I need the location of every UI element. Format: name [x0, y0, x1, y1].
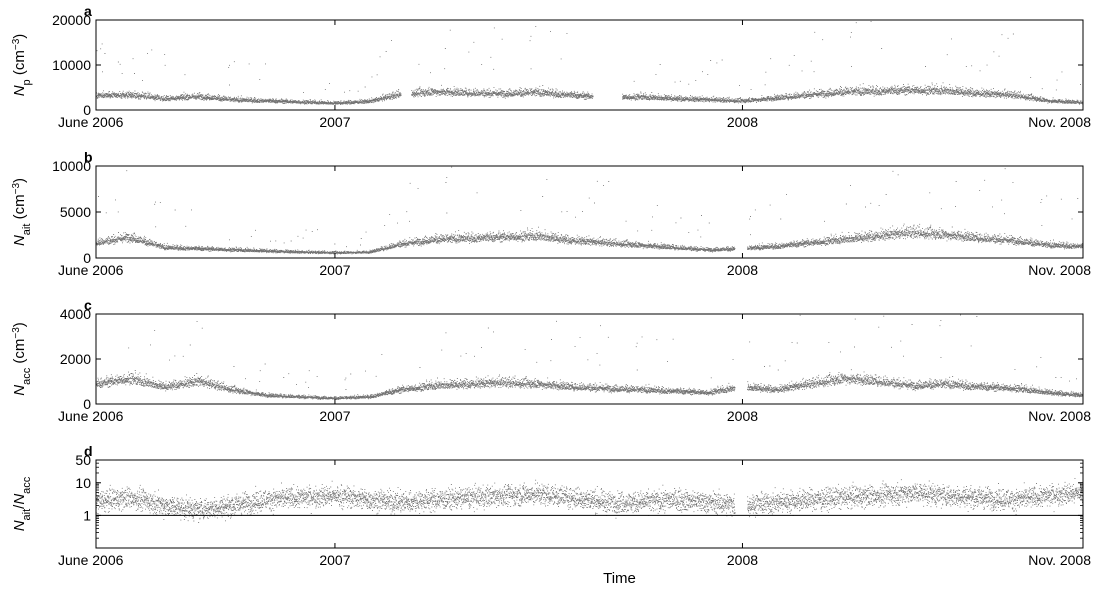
y-tick-label: 0 — [83, 250, 91, 266]
y-tick-label: 10 — [75, 475, 91, 491]
x-tick-label: 2007 — [319, 552, 350, 568]
panel-label: c — [84, 297, 92, 313]
y-tick-label: 4000 — [60, 306, 91, 322]
y-tick-label: 10000 — [52, 158, 91, 174]
x-tick-label: 2008 — [727, 408, 758, 424]
x-axis-title: Time — [603, 570, 636, 587]
scatter-series-b — [96, 166, 1083, 255]
panel-c: 0 2000 4000 June 2006 2007 2008 Nov. 2008 c Nacc… — [11, 297, 1092, 424]
y-axis-title: Nait/Nacc — [11, 476, 33, 531]
x-tick-label: Nov. 2008 — [1028, 114, 1091, 130]
scatter-series-d — [96, 478, 1083, 523]
data-points-b — [96, 166, 1083, 255]
y-tick-label: 0 — [83, 102, 91, 118]
y-tick-label: 1 — [83, 507, 91, 523]
x-tick-label: June 2006 — [58, 552, 124, 568]
panel-label: d — [84, 443, 93, 459]
x-tick-label: 2008 — [727, 552, 758, 568]
data-points-a — [96, 20, 1083, 106]
panel-b: 0 5000 10000 June 2006 2007 2008 Nov. 2008 b Nai… — [11, 149, 1092, 278]
x-tick-label: 2007 — [319, 262, 350, 278]
y-tick-label: 5000 — [60, 204, 91, 220]
x-tick-label: June 2006 — [58, 408, 124, 424]
y-axis-title: Nacc (cm−3) — [11, 322, 34, 396]
scatter-series-a — [96, 20, 1083, 106]
data-points-c — [96, 314, 1083, 401]
y-axis-title: Np (cm−3) — [11, 34, 34, 97]
x-tick-label: June 2006 — [58, 262, 124, 278]
x-tick-label: Nov. 2008 — [1028, 262, 1091, 278]
panel-label: b — [84, 149, 93, 165]
x-tick-label: 2008 — [727, 114, 758, 130]
y-tick-label: 20000 — [52, 12, 91, 28]
panel-d: 1 10 50 June 2006 2007 2008 Nov. 2008 d Nait/Nac… — [11, 443, 1091, 568]
x-tick-label: Nov. 2008 — [1028, 408, 1091, 424]
x-tick-label: Nov. 2008 — [1028, 552, 1091, 568]
y-tick-label: 2000 — [60, 351, 91, 367]
x-tick-label: 2007 — [319, 114, 350, 130]
data-points-d — [96, 478, 1083, 523]
scatter-series-c — [96, 314, 1083, 401]
axes-box-d — [95, 459, 1084, 549]
y-axis-title: Nait (cm−3) — [11, 178, 34, 246]
x-tick-label: 2007 — [319, 408, 350, 424]
panel-label: a — [84, 3, 92, 19]
y-tick-label: 50 — [75, 452, 91, 468]
y-tick-label: 10000 — [52, 57, 91, 73]
x-tick-label: 2008 — [727, 262, 758, 278]
x-tick-label: June 2006 — [58, 114, 124, 130]
panel-a: 0 10000 20000 June 2006 2007 2008 Nov. 2008 a Np… — [11, 3, 1092, 130]
y-tick-label: 0 — [83, 396, 91, 412]
